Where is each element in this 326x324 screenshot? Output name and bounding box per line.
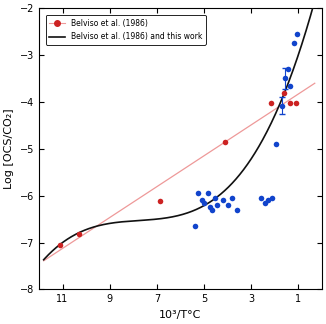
Point <box>279 103 284 108</box>
Point <box>283 76 288 81</box>
Y-axis label: Log [OCS/CO₂]: Log [OCS/CO₂] <box>4 109 14 189</box>
Point <box>294 31 300 37</box>
Point <box>225 202 230 208</box>
Point <box>199 198 204 203</box>
Point <box>230 195 235 201</box>
Point <box>285 66 290 72</box>
X-axis label: 10³/T°C: 10³/T°C <box>159 310 201 320</box>
Point <box>201 200 207 205</box>
Point <box>293 100 299 105</box>
Point <box>282 91 287 96</box>
Point <box>207 205 213 210</box>
Point <box>269 100 274 105</box>
Point <box>220 198 226 203</box>
Point <box>270 195 275 201</box>
Point <box>158 199 163 204</box>
Point <box>205 191 210 196</box>
Point <box>223 139 228 145</box>
Legend: Belviso et al. (1986), Belviso et al. (1986) and this work: Belviso et al. (1986), Belviso et al. (1… <box>46 15 206 45</box>
Point <box>263 200 268 205</box>
Point <box>196 191 201 196</box>
Point <box>234 207 240 212</box>
Point <box>212 195 217 201</box>
Point <box>288 100 293 105</box>
Point <box>58 242 63 248</box>
Point <box>288 83 293 88</box>
Point <box>192 224 197 229</box>
Point <box>291 41 296 46</box>
Point <box>76 232 82 237</box>
Point <box>273 142 278 147</box>
Point <box>258 195 263 201</box>
Point <box>210 207 215 212</box>
Point <box>214 202 219 208</box>
Point <box>265 198 270 203</box>
